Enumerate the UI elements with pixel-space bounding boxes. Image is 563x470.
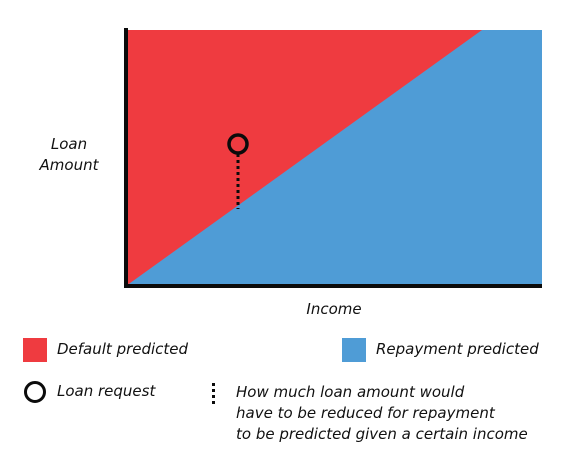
legend-loan-request: Loan request (23, 380, 223, 404)
legend-loan-request-label: Loan request (57, 382, 156, 400)
decision-boundary-diagram (124, 28, 542, 288)
legend-reduction-text: How much loan amount would have to be re… (236, 382, 556, 445)
legend-repayment: Repayment predicted (342, 338, 552, 362)
loan-request-marker (227, 133, 249, 155)
legend-reduction-line1: How much loan amount would (236, 383, 465, 401)
legend-reduction: How much loan amount would have to be re… (209, 382, 549, 443)
repayment-swatch (342, 338, 366, 362)
legend-repayment-label: Repayment predicted (376, 340, 539, 358)
dotted-line-icon (212, 383, 215, 405)
legend-default: Default predicted (23, 338, 223, 362)
y-axis-label: Loan Amount (20, 134, 118, 176)
default-swatch (23, 338, 47, 362)
legend-reduction-line3: to be predicted given a certain income (236, 425, 528, 443)
circle-outline-icon (24, 381, 46, 403)
legend-reduction-line2: have to be reduced for repayment (236, 404, 495, 422)
legend-default-label: Default predicted (57, 340, 189, 358)
repayment-region (126, 30, 542, 286)
x-axis-label: Income (306, 300, 362, 318)
y-axis-label-line1: Loan (50, 135, 88, 153)
y-axis-label-line2: Amount (39, 156, 99, 174)
